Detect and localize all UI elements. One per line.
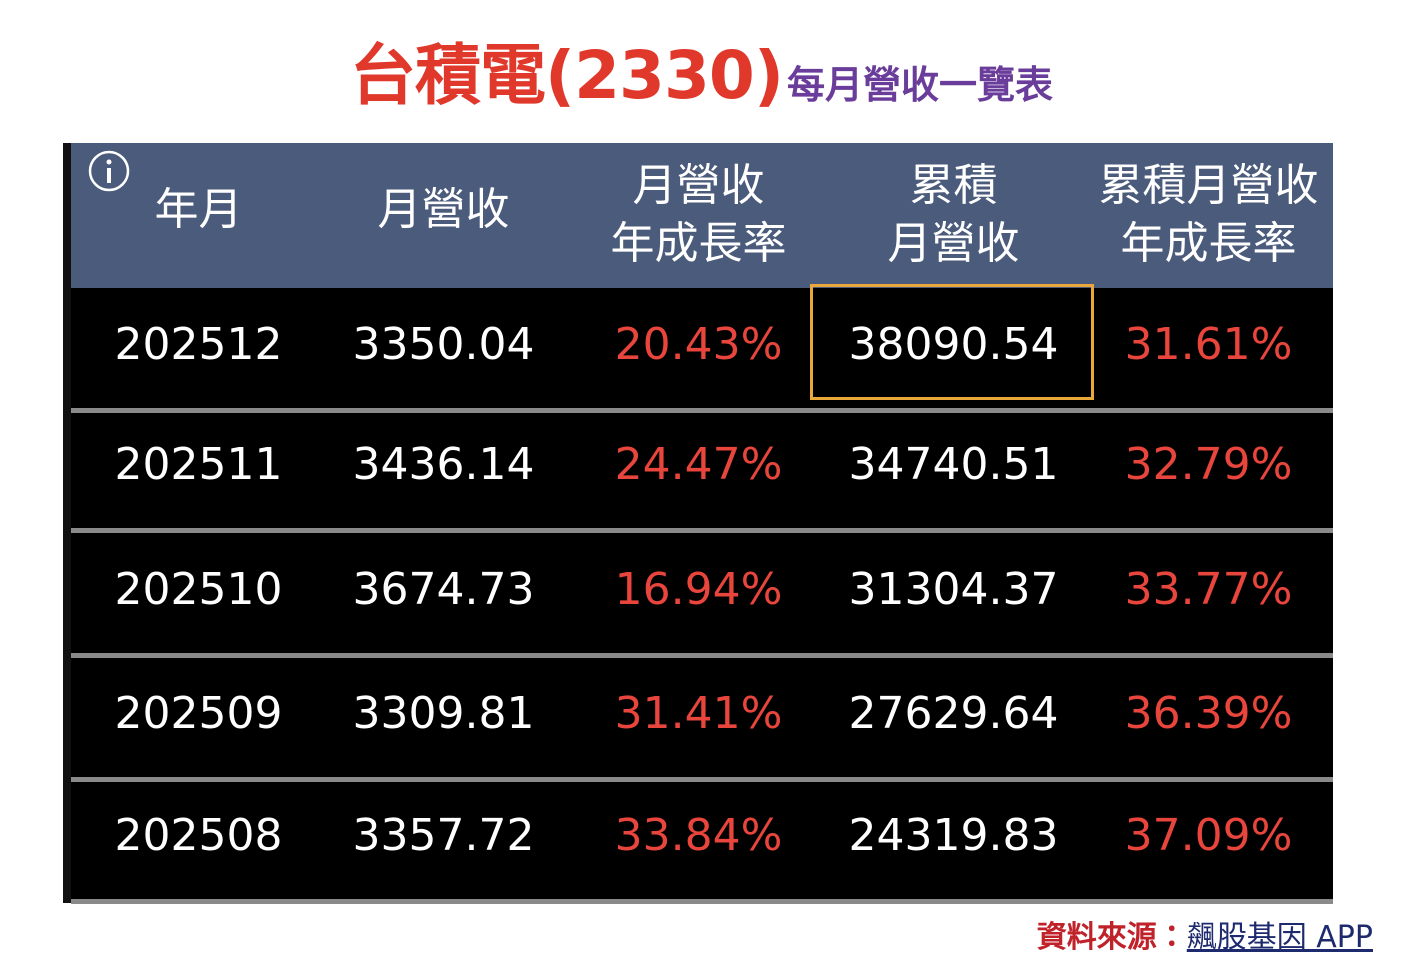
table-cell: 202511 <box>114 439 283 490</box>
header-line: 累積月營收 <box>1098 160 1319 211</box>
table-row: 202510 3674.73 16.94% 31304.37 33.77% <box>71 533 1333 653</box>
subtitle: 每月營收一覽表 <box>787 63 1054 107</box>
header-line: 月營收 <box>632 160 765 211</box>
header-line: 累積 <box>909 160 998 211</box>
row-separator <box>71 528 1333 533</box>
table-cell: 33.77% <box>1124 564 1293 615</box>
header-line: 月營收 <box>887 218 1020 269</box>
header-line: 年成長率 <box>610 218 787 269</box>
table-cell: 3436.14 <box>352 439 535 490</box>
table-cell: 33.84% <box>614 810 783 861</box>
table-cell: 3357.72 <box>352 810 535 861</box>
table-cell: 3350.04 <box>352 319 535 370</box>
source-link[interactable]: 飆股基因 APP <box>1186 920 1373 955</box>
table-cell: 31.41% <box>614 688 783 739</box>
column-header: 累積月營收 年成長率 <box>1081 157 1336 273</box>
table-row: 202511 3436.14 24.47% 34740.51 32.79% <box>71 408 1333 528</box>
row-separator <box>71 777 1333 782</box>
table-header: 年月 月營收 月營收 年成長率 累積 月營收 累積月營收 年成長率 <box>71 143 1333 288</box>
table-cell: 31304.37 <box>848 564 1059 615</box>
table-cell: 3674.73 <box>352 564 535 615</box>
source-label: 資料來源： <box>1036 920 1187 955</box>
table-cell: 202510 <box>114 564 283 615</box>
title-bar: 台積電(2330) 每月營收一覽表 <box>0 22 1403 118</box>
table-cell: 37.09% <box>1124 810 1293 861</box>
info-icon[interactable] <box>87 149 131 193</box>
table-row: 202509 3309.81 31.41% 27629.64 36.39% <box>71 657 1333 777</box>
table-cell: 24319.83 <box>848 810 1059 861</box>
table-cell: 202508 <box>114 810 283 861</box>
table-cell: 38090.54 <box>848 319 1059 370</box>
table-cell: 31.61% <box>1124 319 1293 370</box>
table-cell: 202512 <box>114 319 283 370</box>
row-separator <box>71 653 1333 658</box>
footer: 資料來源：飆股基因 APP <box>1037 912 1373 956</box>
table-cell: 36.39% <box>1124 688 1293 739</box>
table-row: 202508 3357.72 33.84% 24319.83 37.09% <box>71 779 1333 899</box>
row-separator <box>71 899 1333 904</box>
column-header: 累積 月營收 <box>826 157 1081 273</box>
table-cell: 27629.64 <box>848 688 1059 739</box>
title: 台積電(2330) <box>349 37 784 114</box>
header-line: 年月 <box>154 184 243 235</box>
table-cell: 202509 <box>114 688 283 739</box>
row-separator <box>71 408 1333 413</box>
table-cell: 16.94% <box>614 564 783 615</box>
highlight-box <box>810 284 1094 400</box>
revenue-table: 年月 月營收 月營收 年成長率 累積 月營收 累積月營收 年成長率 202512 3350.04… <box>63 143 1333 904</box>
header-line: 月營收 <box>377 184 510 235</box>
table-cell: 24.47% <box>614 439 783 490</box>
column-header: 月營收 <box>316 181 571 239</box>
table-cell: 3309.81 <box>352 688 535 739</box>
table-cell: 34740.51 <box>848 439 1059 490</box>
column-header: 年月 <box>71 181 326 239</box>
table-row: 202512 3350.04 20.43% 38090.54 31.61% <box>71 288 1333 408</box>
header-line: 年成長率 <box>1120 218 1297 269</box>
table-cell: 20.43% <box>614 319 783 370</box>
table-cell: 32.79% <box>1124 439 1293 490</box>
column-header: 月營收 年成長率 <box>571 157 826 273</box>
